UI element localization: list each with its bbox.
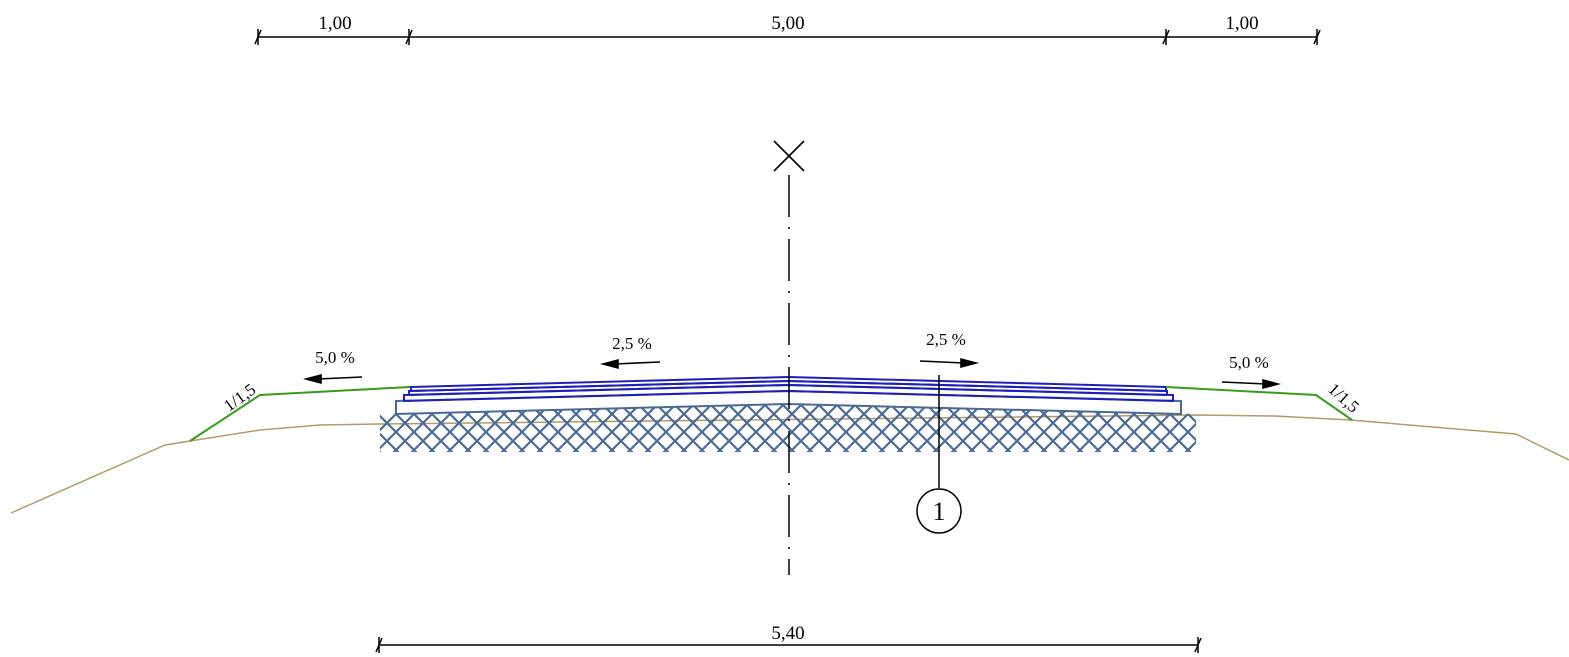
top-dimension-ticks — [254, 29, 1321, 45]
slope-label-lane-right: 2,5 % — [926, 330, 966, 349]
callout-circle — [916, 488, 962, 534]
slope-label-shoulder-right: 5,0 % — [1229, 353, 1269, 372]
slope-label-lane-left: 2,5 % — [612, 334, 652, 353]
dimension-label-middle: 5,00 — [771, 13, 804, 34]
bottom-dimension: 5,40 — [375, 623, 1202, 653]
arrow-lane-right-icon — [919, 360, 965, 364]
arrow-shoulder-right-icon — [1221, 381, 1267, 385]
slope-label-shoulder-left: 5,0 % — [315, 348, 355, 367]
arrow-lane-left-icon — [614, 361, 661, 365]
centerline-marker-icon — [773, 140, 805, 172]
top-dimension-chain: 1,00 5,00 1,00 — [254, 13, 1321, 45]
dimension-label-left: 1,00 — [318, 13, 351, 34]
left-shoulder-slope — [189, 386, 411, 442]
right-shoulder-slope — [1165, 386, 1353, 421]
subgrade-hatch — [380, 404, 1196, 452]
dimension-label-right: 1,00 — [1225, 13, 1258, 34]
callout-number: 1 — [933, 497, 946, 526]
embankment-label-left: 1/1,5 — [220, 380, 259, 416]
pavement-layer-top — [410, 375, 1167, 393]
embankment-label-right: 1/1,5 — [1325, 379, 1363, 416]
slope-arrows — [302, 357, 1282, 390]
pavement-layers — [403, 375, 1174, 403]
arrow-shoulder-left-icon — [317, 376, 363, 380]
dimension-label-bottom: 5,40 — [771, 623, 804, 644]
